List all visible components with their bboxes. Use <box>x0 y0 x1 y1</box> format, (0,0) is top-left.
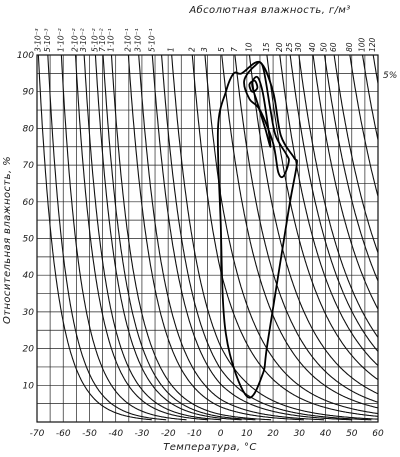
x-tick-label: 50 <box>346 429 358 439</box>
top-tick-label: 1·10⁻² <box>56 28 65 52</box>
top-tick-label: 2·10⁻² <box>71 28 80 52</box>
x-tick-label: 20 <box>267 429 279 439</box>
isoline <box>127 55 304 421</box>
top-tick-label: 120 <box>368 37 377 52</box>
contour-annotation: 5% <box>383 71 397 81</box>
x-tick-label: -70 <box>30 429 45 439</box>
y-tick-label: 80 <box>23 124 35 134</box>
y-tick-label: 30 <box>23 308 35 318</box>
isoline <box>289 55 378 352</box>
top-tick-label: 1 <box>167 47 176 52</box>
isoline <box>83 55 222 421</box>
top-tick-label: 2·10⁻¹ <box>123 28 132 52</box>
isoline <box>323 55 378 282</box>
isoline <box>110 55 272 421</box>
absolute-humidity-isolines <box>37 55 378 421</box>
x-tick-label: -60 <box>56 429 71 439</box>
top-axis-title: Абсолютная влажность, г/м³ <box>188 4 350 16</box>
contour <box>248 79 259 93</box>
x-tick-label: 0 <box>218 429 224 439</box>
y-tick-label: 10 <box>23 381 35 391</box>
isoline <box>60 55 187 421</box>
top-tick-label: 3 <box>200 47 209 52</box>
top-tick-label: 7 <box>230 47 239 52</box>
y-tick-label: 70 <box>23 161 35 171</box>
isoline <box>47 55 167 421</box>
top-tick-label: 3·10⁻¹ <box>134 28 143 52</box>
x-tick-label: 10 <box>241 429 253 439</box>
isoline <box>372 55 378 84</box>
top-tick-label: 30 <box>294 42 303 52</box>
isoline <box>94 55 242 421</box>
top-tick-label: 10 <box>245 42 254 52</box>
isoline <box>74 55 209 421</box>
isoline <box>102 55 256 421</box>
top-tick-label: 100 <box>358 37 367 52</box>
contour-lines <box>216 60 298 399</box>
x-tick-labels: -70 -60 -50 -40 -30 -20 -10 0 10 20 30 40 50 60 <box>30 429 384 439</box>
x-tick-label: -20 <box>161 429 176 439</box>
top-tick-label: 20 <box>275 42 284 52</box>
x-tick-label: -50 <box>82 429 97 439</box>
x-tick-label: -30 <box>135 429 150 439</box>
top-tick-label: 5·10⁻¹ <box>147 28 156 52</box>
y-tick-label: 100 <box>17 51 34 61</box>
y-tick-label: 50 <box>23 235 35 245</box>
top-tick-label: 25 <box>285 42 294 52</box>
isoline <box>171 55 378 420</box>
top-tick-label: 1·10⁻¹ <box>106 28 115 52</box>
top-tick-label: 7·10⁻² <box>98 28 107 52</box>
top-tick-label: 15 <box>262 42 271 52</box>
top-tick-labels: 3·10⁻³ 5·10⁻³ 1·10⁻² 2·10⁻² 3·10⁻² 5·10⁻²7·10… <box>33 28 377 52</box>
x-tick-label: 30 <box>294 429 306 439</box>
contour <box>251 75 272 148</box>
x-tick-label: 40 <box>320 429 332 439</box>
isoline <box>234 55 378 403</box>
isoline <box>266 55 378 381</box>
y-tick-label: 90 <box>23 88 35 98</box>
x-tick-label: -10 <box>187 429 202 439</box>
isoline <box>151 55 352 421</box>
isoline <box>221 55 378 409</box>
top-tick-label: 60 <box>329 42 338 52</box>
isoline <box>312 55 378 310</box>
isoline <box>333 55 378 253</box>
isoline <box>361 55 378 140</box>
top-tick-label: 3·10⁻³ <box>33 28 42 52</box>
isoline <box>349 55 378 197</box>
isoline <box>279 55 378 366</box>
isoline <box>37 55 152 421</box>
isoline <box>138 55 325 421</box>
isoline <box>204 55 378 415</box>
top-tick-label: 80 <box>345 42 354 52</box>
x-tick-label: 60 <box>372 429 384 439</box>
x-tick-label: -40 <box>108 429 123 439</box>
isoline <box>298 55 378 338</box>
top-tick-label: 3·10⁻² <box>79 28 88 52</box>
y-tick-label: 20 <box>23 345 35 355</box>
y-tick-labels: 10 20 30 40 50 60 70 80 90 100 <box>17 51 34 391</box>
y-tick-label: 60 <box>23 198 35 208</box>
isoline <box>161 55 372 421</box>
top-tick-label: 2 <box>187 47 196 52</box>
top-tick-label: 50 <box>320 42 329 52</box>
contour <box>216 60 298 399</box>
x-axis-title: Температура, °С <box>163 442 257 453</box>
top-tick-label: 5 <box>217 47 226 52</box>
top-tick-label: 5·10⁻³ <box>43 28 52 52</box>
y-axis-title: Относительная влажность, % <box>2 156 13 324</box>
y-tick-label: 40 <box>23 271 35 281</box>
top-tick-label: 5·10⁻² <box>90 28 99 52</box>
isoline <box>248 55 378 395</box>
top-tick-label: 40 <box>308 42 317 52</box>
grid-lines <box>37 55 378 422</box>
